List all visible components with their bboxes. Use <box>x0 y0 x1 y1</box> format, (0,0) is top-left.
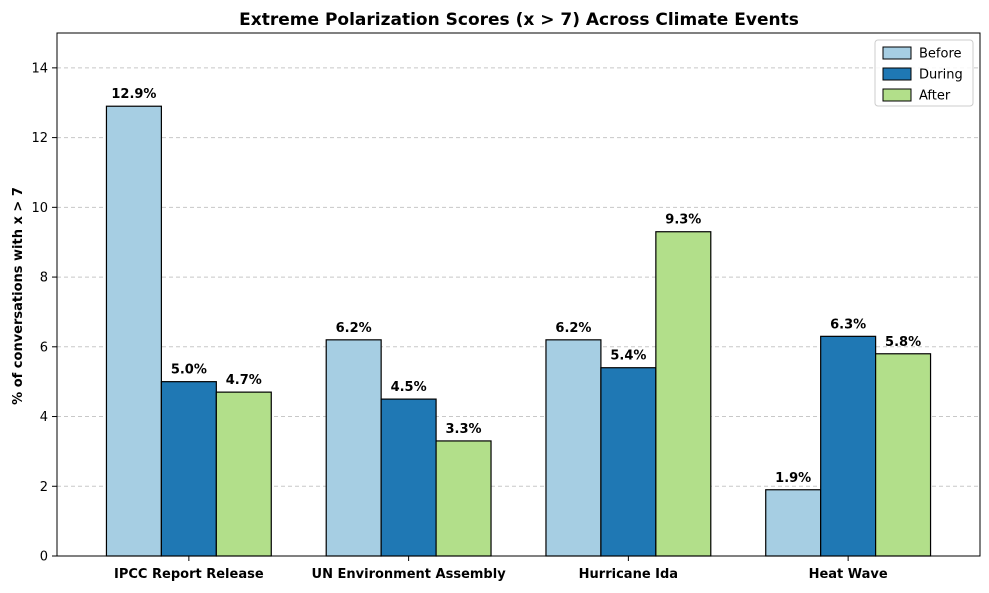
bar-value-label: 5.8% <box>885 335 921 350</box>
x-tick-label: IPCC Report Release <box>114 567 264 582</box>
bar-during[interactable] <box>160 381 217 557</box>
y-tick-label: 14 <box>31 61 48 76</box>
bar-before[interactable] <box>765 489 822 557</box>
y-tick-label: 12 <box>31 131 48 146</box>
legend-swatch-after <box>882 88 912 102</box>
bar-value-label: 6.3% <box>830 317 866 332</box>
bar-value-label: 1.9% <box>775 471 811 486</box>
y-tick-label: 6 <box>40 340 48 355</box>
bar-value-label: 5.0% <box>171 363 207 378</box>
y-tick-label: 2 <box>40 480 48 495</box>
bar-before[interactable] <box>325 339 382 557</box>
legend-swatch-during <box>882 67 912 81</box>
bar-value-label: 12.9% <box>111 87 156 102</box>
bar-after[interactable] <box>435 440 492 557</box>
y-tick-label: 8 <box>40 271 48 286</box>
bar-value-label: 5.4% <box>610 349 646 364</box>
y-tick-label: 0 <box>40 550 48 565</box>
plot-frame <box>56 32 981 557</box>
bars <box>105 105 932 557</box>
bar-before[interactable] <box>545 339 602 557</box>
legend: Before During After <box>874 39 974 107</box>
value-labels: 12.9% 5.0% 4.7% 6.2% 4.5% 3.3% 6.2% 5.4% 9.3% 1.9… <box>111 87 921 486</box>
x-tick-label: Hurricane Ida <box>579 567 678 582</box>
bar-during[interactable] <box>600 367 657 557</box>
bar-during[interactable] <box>820 335 877 557</box>
bar-after[interactable] <box>875 353 932 557</box>
bar-during[interactable] <box>380 398 437 557</box>
y-axis-label: % of conversations with x > 7 <box>11 187 26 405</box>
bar-after[interactable] <box>215 391 272 557</box>
y-axis: 0 2 4 6 8 10 12 14 <box>31 61 57 565</box>
legend-swatch-before <box>882 46 912 60</box>
bar-value-label: 3.3% <box>446 422 482 437</box>
bar-value-label: 9.3% <box>665 213 701 228</box>
bar-after[interactable] <box>655 231 712 557</box>
x-axis: IPCC Report Release UN Environment Assemb… <box>114 556 888 582</box>
y-tick-label: 4 <box>40 410 48 425</box>
x-tick-label: UN Environment Assembly <box>312 567 507 582</box>
bar-value-label: 6.2% <box>336 321 372 336</box>
bar-value-label: 4.5% <box>391 380 427 395</box>
legend-label-after: After <box>919 89 951 104</box>
legend-label-during: During <box>919 68 963 83</box>
bar-before[interactable] <box>105 105 162 557</box>
legend-label-before: Before <box>919 47 962 62</box>
chart-title: Extreme Polarization Scores (x > 7) Acro… <box>239 10 799 30</box>
y-tick-label: 10 <box>31 201 48 216</box>
bar-value-label: 4.7% <box>226 373 262 388</box>
x-tick-label: Heat Wave <box>809 567 888 582</box>
bar-value-label: 6.2% <box>555 321 591 336</box>
